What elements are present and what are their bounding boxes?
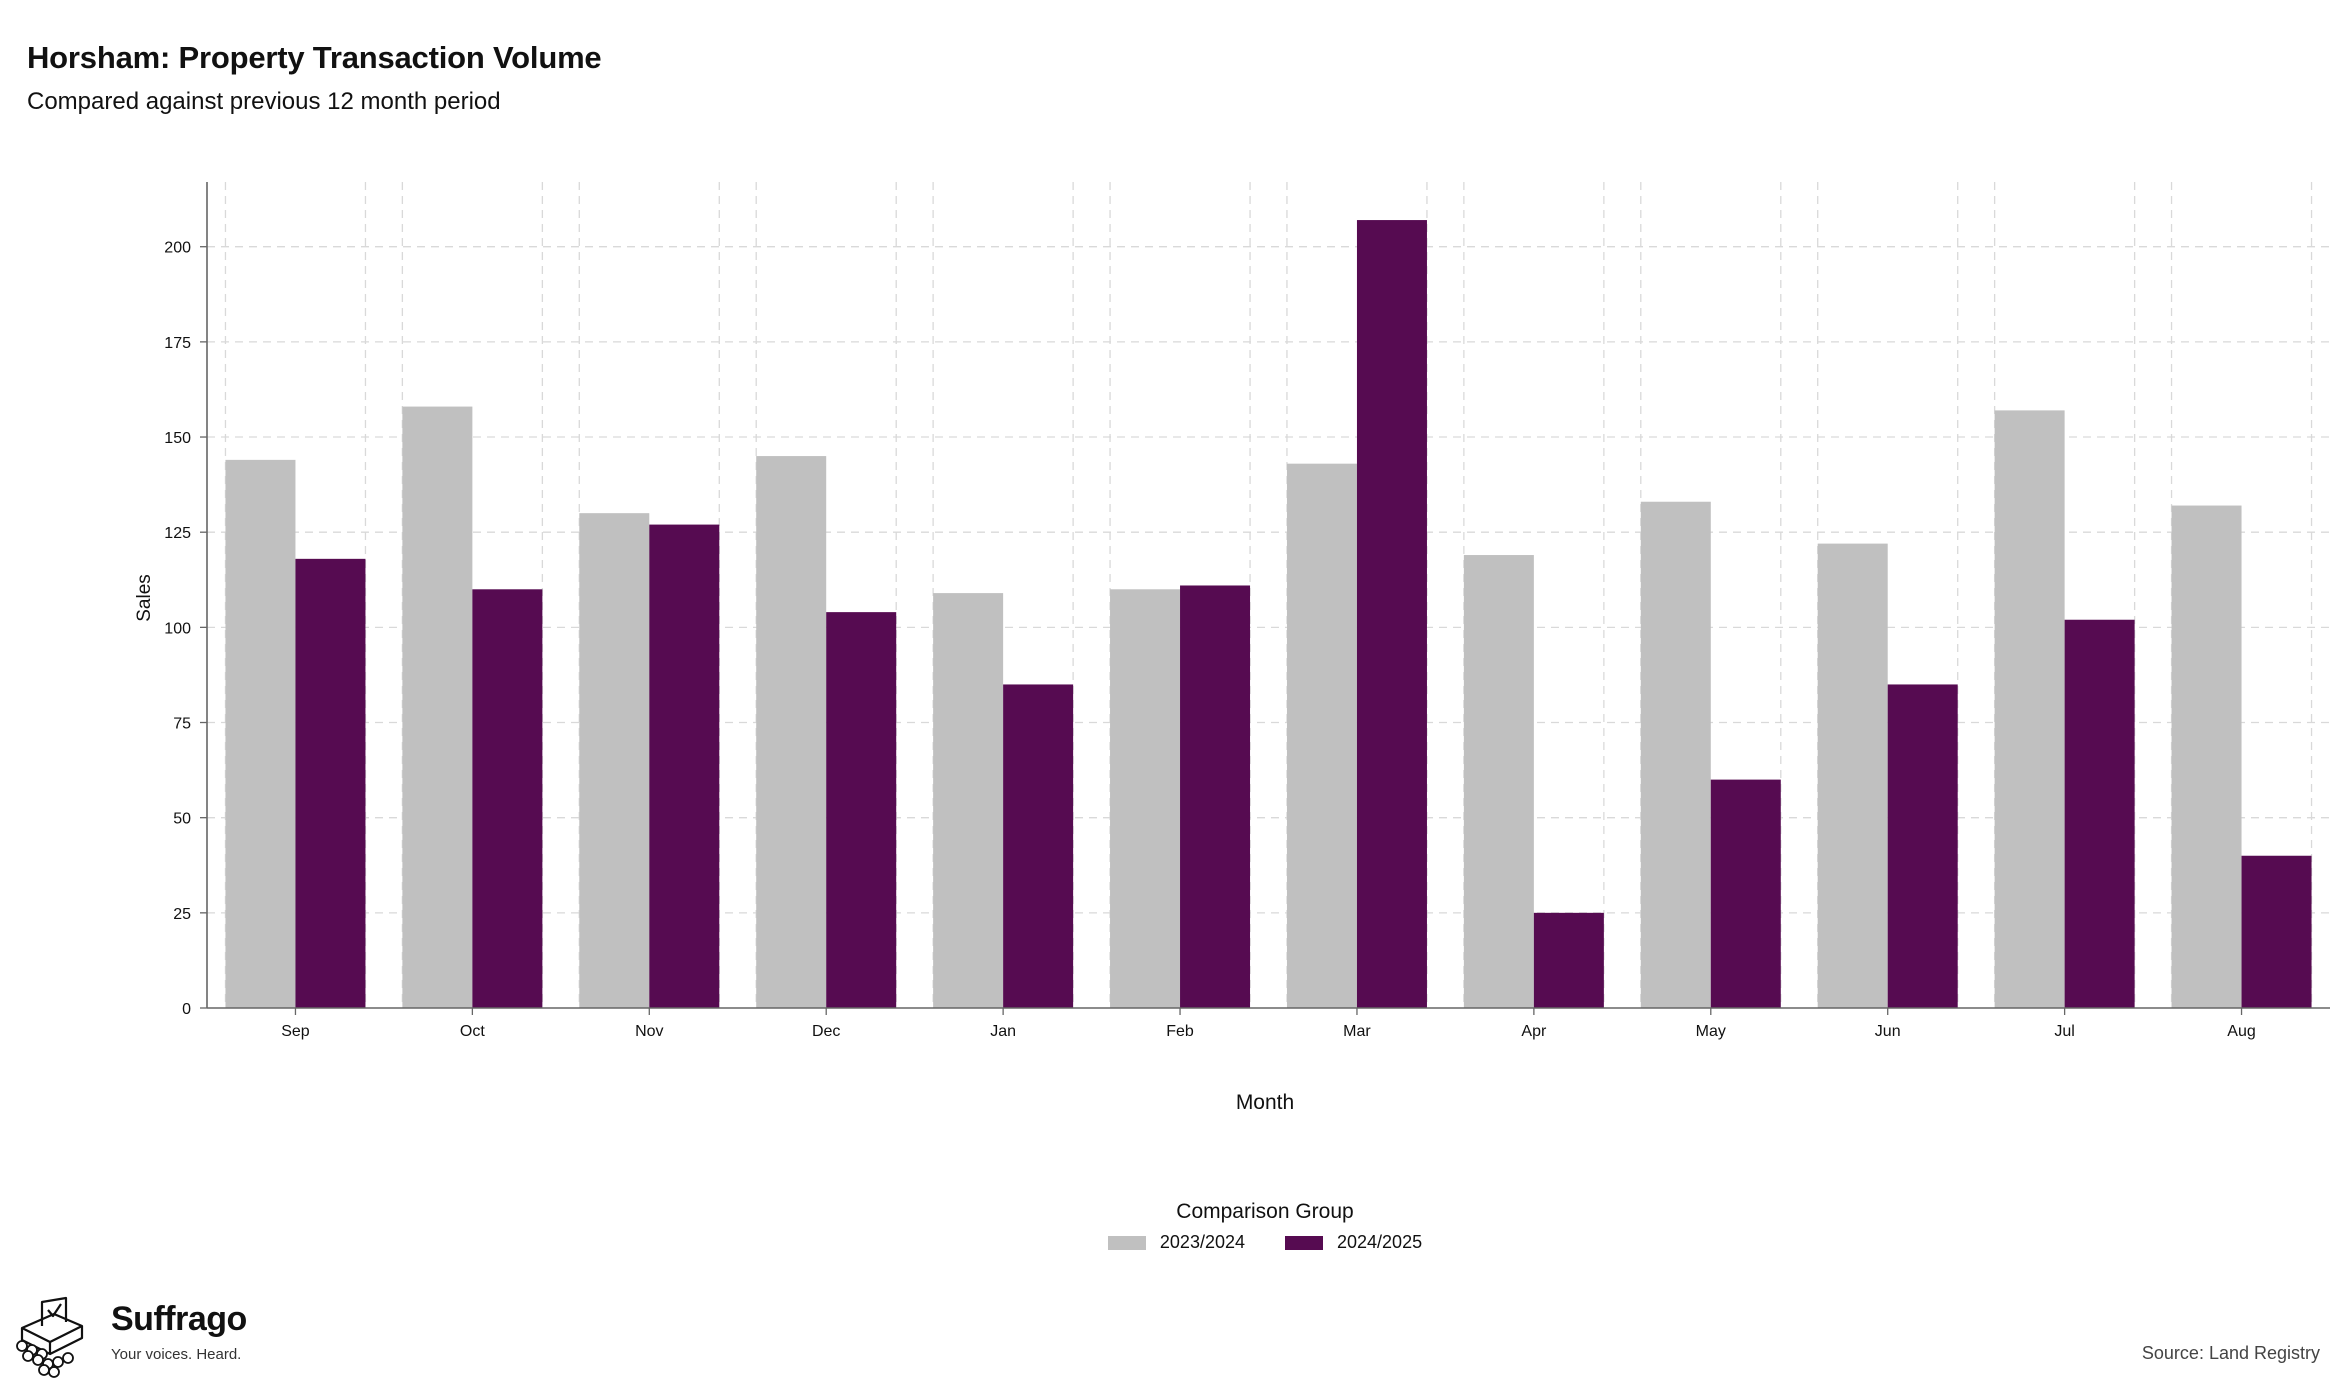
bar-2023-2024-nov	[579, 513, 650, 1008]
x-tick-label: Apr	[1521, 1023, 1547, 1040]
bar-2024-2025-sep	[295, 558, 366, 1008]
legend-label-2024-2025: 2024/2025	[1337, 1232, 1423, 1252]
y-tick-label: 150	[164, 430, 191, 447]
y-axis-title: Sales	[134, 574, 155, 622]
x-tick-label: Oct	[460, 1023, 485, 1040]
x-axis-title: Month	[1236, 1091, 1294, 1114]
bar-2024-2025-apr	[1533, 912, 1604, 1008]
bar-2023-2024-sep	[225, 459, 296, 1008]
y-tick-label: 75	[173, 716, 191, 733]
legend-swatch-2023-2024	[1107, 1235, 1146, 1250]
brand-tagline: Your voices. Heard.	[111, 1346, 242, 1363]
brand-name: Suffrago	[111, 1300, 247, 1338]
x-tick-label: Jun	[1875, 1023, 1901, 1040]
y-tick-label: 25	[173, 906, 191, 923]
bar-2024-2025-feb	[1180, 585, 1251, 1008]
x-tick-label: Aug	[2227, 1023, 2255, 1040]
bar-2024-2025-jan	[1003, 684, 1074, 1008]
y-tick-label: 125	[164, 525, 191, 542]
legend-items: 2023/2024 2024/2025	[1107, 1232, 1422, 1253]
bar-2024-2025-jun	[1887, 684, 1958, 1008]
legend: Comparison Group 2023/2024 2024/2025	[0, 1200, 2334, 1255]
bar-2023-2024-aug	[2171, 505, 2242, 1008]
x-tick-label: May	[1696, 1023, 1726, 1040]
chart-title: Horsham: Property Transaction Volume	[27, 40, 602, 75]
bar-2023-2024-mar	[1286, 463, 1357, 1008]
bar-2023-2024-oct	[402, 406, 473, 1008]
legend-item-2024-2025: 2024/2025	[1285, 1232, 1422, 1253]
ballot-box-icon	[16, 1296, 84, 1378]
x-tick-label: Jul	[2054, 1023, 2074, 1040]
legend-label-2023-2024: 2023/2024	[1159, 1232, 1245, 1252]
bar-2024-2025-may	[1710, 779, 1781, 1008]
axes	[200, 182, 2330, 1015]
legend-swatch-2024-2025	[1285, 1235, 1323, 1250]
x-tick-label: Feb	[1166, 1023, 1194, 1040]
bar-2023-2024-jun	[1817, 543, 1888, 1008]
bar-2024-2025-aug	[2241, 855, 2312, 1008]
bar-chart: 0 25 50 75 100 125 150 175 200 Sep Oct Nov Dec Jan Feb…	[134, 182, 2330, 1114]
legend-item-2023-2024: 2023/2024	[1107, 1232, 1245, 1253]
bar-2023-2024-feb	[1110, 589, 1181, 1008]
chart-subtitle: Compared against previous 12 month perio…	[27, 88, 501, 115]
bar-2024-2025-jul	[2064, 619, 2135, 1008]
bar-2023-2024-apr	[1463, 555, 1534, 1008]
y-tick-label: 175	[164, 335, 191, 352]
bar-2024-2025-dec	[826, 612, 897, 1008]
bar-2024-2025-nov	[649, 524, 720, 1008]
bar-2023-2024-may	[1640, 501, 1711, 1008]
bar-2023-2024-jan	[933, 593, 1004, 1008]
tick-labels: 0 25 50 75 100 125 150 175 200 Sep Oct Nov Dec Jan Feb…	[164, 240, 2255, 1040]
bar-2023-2024-jul	[1994, 410, 2065, 1008]
y-tick-label: 100	[164, 620, 191, 637]
source-note: Source: Land Registry	[2141, 1343, 2320, 1363]
legend-title: Comparison Group	[1176, 1200, 1354, 1223]
y-tick-label: 0	[182, 1001, 191, 1018]
y-tick-label: 200	[164, 240, 191, 257]
bars	[225, 220, 2312, 1008]
y-tick-label: 50	[173, 811, 191, 828]
bar-2023-2024-dec	[756, 456, 827, 1008]
x-tick-label: Mar	[1343, 1023, 1371, 1040]
x-tick-label: Sep	[281, 1023, 310, 1040]
x-tick-label: Dec	[812, 1023, 840, 1040]
bar-2024-2025-oct	[472, 589, 543, 1008]
x-tick-label: Jan	[990, 1023, 1016, 1040]
bar-2024-2025-mar	[1356, 220, 1427, 1008]
brand-logo-block: Suffrago Your voices. Heard.	[14, 1296, 274, 1378]
x-tick-label: Nov	[635, 1023, 663, 1040]
